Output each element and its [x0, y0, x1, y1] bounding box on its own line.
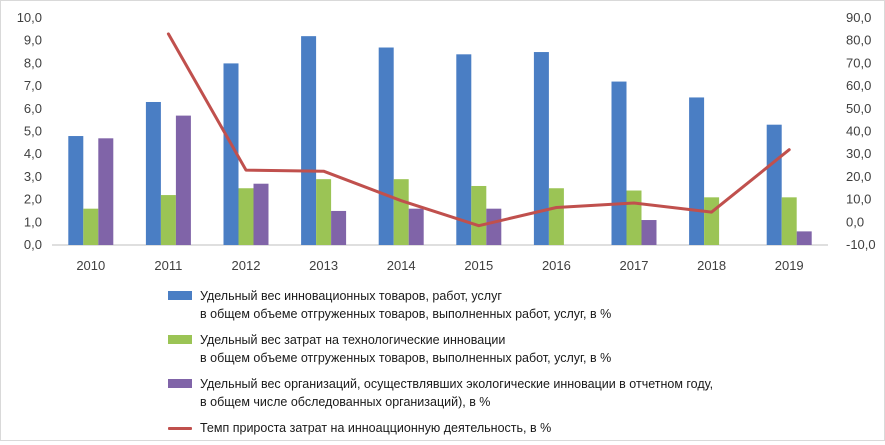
legend-swatch-green: [168, 335, 192, 344]
bar-1-2018: [689, 97, 705, 245]
bar-2-2015: [471, 185, 487, 245]
legend-item-eco-organizations: Удельный вес организаций, осуществлявших…: [168, 375, 768, 411]
bar-2-2012: [238, 188, 254, 245]
legend-item-innovative-goods: Удельный вес инновационных товаров, рабо…: [168, 287, 768, 323]
bar-1-2010: [68, 136, 84, 245]
line-series-growth-rate: [166, 32, 791, 228]
x-axis-tick-label: 2011: [154, 258, 182, 273]
left-axis-tick-label: 3,0: [24, 169, 42, 184]
x-axis-tick-label: 2010: [76, 258, 105, 273]
legend-swatch-red-line: [168, 427, 192, 430]
left-axis-tick-label: 1,0: [24, 214, 42, 229]
bar-1-2011: [145, 101, 161, 246]
bar-2-2011: [160, 195, 176, 245]
legend-label: Удельный вес затрат на технологические и…: [200, 333, 506, 347]
legend-label-cont: в общем объеме отгруженных товаров, выпо…: [200, 307, 612, 321]
legend-item-tech-costs: Удельный вес затрат на технологические и…: [168, 331, 768, 367]
bar-3-2013: [331, 210, 347, 245]
bar-1-2016: [533, 52, 549, 245]
left-axis-tick-label: 0,0: [24, 237, 42, 252]
left-axis-tick-label: 4,0: [24, 146, 42, 161]
bar-2-2016: [548, 188, 564, 245]
right-axis-tick-label: 40,0: [846, 124, 871, 139]
right-axis-tick-label: 30,0: [846, 146, 871, 161]
right-axis-tick-label: 10,0: [846, 192, 871, 207]
bar-2-2019: [781, 197, 797, 245]
bar-3-2015: [486, 208, 502, 245]
bar-1-2013: [301, 36, 317, 245]
bar-3-2011: [175, 115, 191, 245]
right-axis-tick-label: 90,0: [846, 10, 871, 25]
x-axis-tick-label: 2018: [697, 258, 726, 273]
x-axis-tick-label: 2012: [232, 258, 261, 273]
left-axis-tick-label: 2,0: [24, 192, 42, 207]
bar-2-2017: [626, 190, 642, 245]
x-axis-tick-label: 2017: [620, 258, 649, 273]
legend-label-cont: в общем объеме отгруженных товаров, выпо…: [200, 351, 612, 365]
right-axis-tick-label: 80,0: [846, 33, 871, 48]
bar-1-2014: [378, 47, 394, 246]
x-axis-tick-label: 2015: [464, 258, 493, 273]
legend-label: Темп прироста затрат на инноацционную де…: [200, 421, 552, 435]
x-axis-tick-label: 2019: [775, 258, 804, 273]
x-axis-tick-label: 2016: [542, 258, 571, 273]
left-axis-tick-label: 5,0: [24, 124, 42, 139]
bar-1-2017: [611, 81, 627, 245]
right-axis-tick-label: 0,0: [846, 214, 864, 229]
right-axis-tick-label: 50,0: [846, 101, 871, 116]
right-axis-tick-label: 70,0: [846, 55, 871, 70]
left-axis-tick-label: 10,0: [17, 10, 42, 25]
legend-label: Удельный вес организаций, осуществлявших…: [200, 377, 714, 391]
bar-3-2012: [253, 183, 269, 245]
bar-2-2018: [704, 197, 720, 245]
left-axis-tick-label: 8,0: [24, 55, 42, 70]
bar-3-2019: [796, 231, 812, 245]
x-axis-tick-label: 2013: [309, 258, 338, 273]
x-axis-tick-label: 2014: [387, 258, 416, 273]
bar-3-2010: [98, 138, 114, 245]
legend-label: Удельный вес инновационных товаров, рабо…: [200, 289, 502, 303]
bar-1-2015: [456, 54, 472, 245]
bar-1-2019: [766, 124, 782, 245]
left-axis-tick-label: 6,0: [24, 101, 42, 116]
left-axis-tick-label: 9,0: [24, 33, 42, 48]
legend-label-cont: в общем числе обследованных организаций)…: [200, 395, 491, 409]
bar-3-2017: [641, 220, 657, 245]
left-axis-tick-label: 7,0: [24, 78, 42, 93]
bar-3-2014: [408, 208, 424, 245]
bar-2-2014: [393, 179, 409, 245]
bar-2-2013: [316, 179, 332, 245]
legend-swatch-purple: [168, 379, 192, 388]
legend-item-growth-rate: Темп прироста затрат на инноацционную де…: [168, 419, 768, 437]
right-axis-tick-label: -10,0: [846, 237, 876, 252]
right-axis-tick-label: 60,0: [846, 78, 871, 93]
bar-2-2010: [83, 208, 99, 245]
chart-legend: Удельный вес инновационных товаров, рабо…: [168, 287, 768, 445]
legend-swatch-blue: [168, 291, 192, 300]
bar-1-2012: [223, 63, 239, 246]
right-axis-tick-label: 20,0: [846, 169, 871, 184]
